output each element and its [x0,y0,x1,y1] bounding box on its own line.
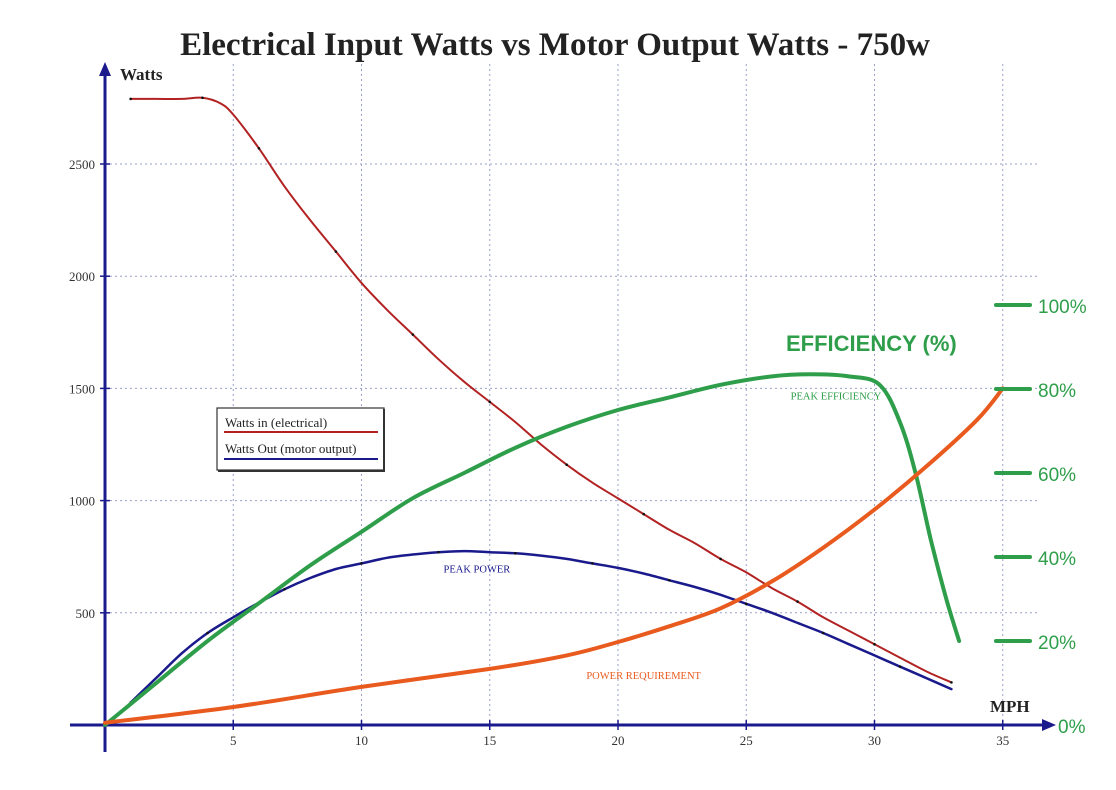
series-point-watts-in [257,146,261,150]
series-line-watts-in [129,96,953,684]
y-tick-label-2000: 2000 [69,269,95,284]
x-tick-label-10: 10 [355,733,368,748]
y-tick-label-500: 500 [76,606,96,621]
annotations: PEAK POWER PEAK EFFICIENCY POWER REQUIREME… [444,392,882,682]
y-axis-arrow [99,62,111,76]
annotation-power-requirement: POWER REQUIREMENT [586,671,701,682]
y-tick-label-2500: 2500 [69,157,95,172]
series-point-watts-in [565,463,568,466]
series-point-watts-in [873,642,876,646]
series-point-watts-out [206,631,209,635]
x-ticks: 5 10 15 20 25 30 35 [230,720,1009,748]
series-point-watts-out [898,665,902,668]
chart-title: Electrical Input Watts vs Motor Output W… [180,27,930,63]
series-point-watts-out [360,562,363,565]
x-tick-label-30: 30 [868,733,881,748]
series-point-watts-in [334,250,338,253]
efficiency-tick-label-100: 100% [1038,297,1087,318]
efficiency-axis: 0% 20% 40% 60% 80% 100% [994,297,1087,738]
series-line-power-requirement [103,386,1005,725]
efficiency-tick-label-20: 20% [1038,633,1076,654]
y-tick-label-1000: 1000 [69,494,95,509]
x-tick-label-25: 25 [740,733,753,748]
series-point-watts-in [950,681,953,684]
annotation-peak-power: PEAK POWER [444,564,511,575]
series-point-watts-out [283,587,286,591]
legend: Watts in (electrical) Watts Out (motor o… [216,407,385,472]
annotation-peak-efficiency: PEAK EFFICIENCY [791,392,882,403]
series-point-watts-in [719,557,722,561]
legend-label-watts-out: Watts Out (motor output) [225,441,356,456]
efficiency-axis-title: EFFICIENCY (%) [786,331,957,356]
y-ticks: 500 1000 1500 2000 2500 [69,157,110,621]
series-group [103,96,1005,727]
x-tick-label-15: 15 [483,733,496,748]
legend-label-watts-in: Watts in (electrical) [225,415,327,430]
series-point-watts-in [129,97,132,101]
series-point-watts-in [642,512,645,516]
y-axis-label: Watts [120,65,163,84]
series-point-watts-out [744,602,748,606]
efficiency-tick-label-80: 80% [1038,381,1076,402]
series-point-watts-out [591,562,594,565]
series-point-watts-in [411,333,415,336]
series-line-watts-out [129,549,953,704]
series-point-watts-in [488,400,492,404]
x-tick-label-20: 20 [612,733,625,748]
series-point-watts-in [796,600,799,603]
x-tick-label-5: 5 [230,733,237,748]
series-point-watts-in [201,96,204,100]
efficiency-tick-label-0: 0% [1058,717,1086,738]
series-line-efficiency [103,372,962,727]
x-axis-label: MPH [990,697,1030,716]
axes [70,62,1056,752]
x-axis-arrow [1042,719,1056,731]
series-point-watts-out [668,578,671,582]
series-point-watts-out [514,552,517,555]
grid [105,64,1040,725]
x-tick-label-35: 35 [996,733,1009,748]
series-point-watts-out [437,550,440,554]
y-tick-label-1500: 1500 [69,381,95,396]
efficiency-tick-label-40: 40% [1038,549,1076,570]
series-point-watts-out [821,631,825,635]
efficiency-tick-label-60: 60% [1038,465,1076,486]
